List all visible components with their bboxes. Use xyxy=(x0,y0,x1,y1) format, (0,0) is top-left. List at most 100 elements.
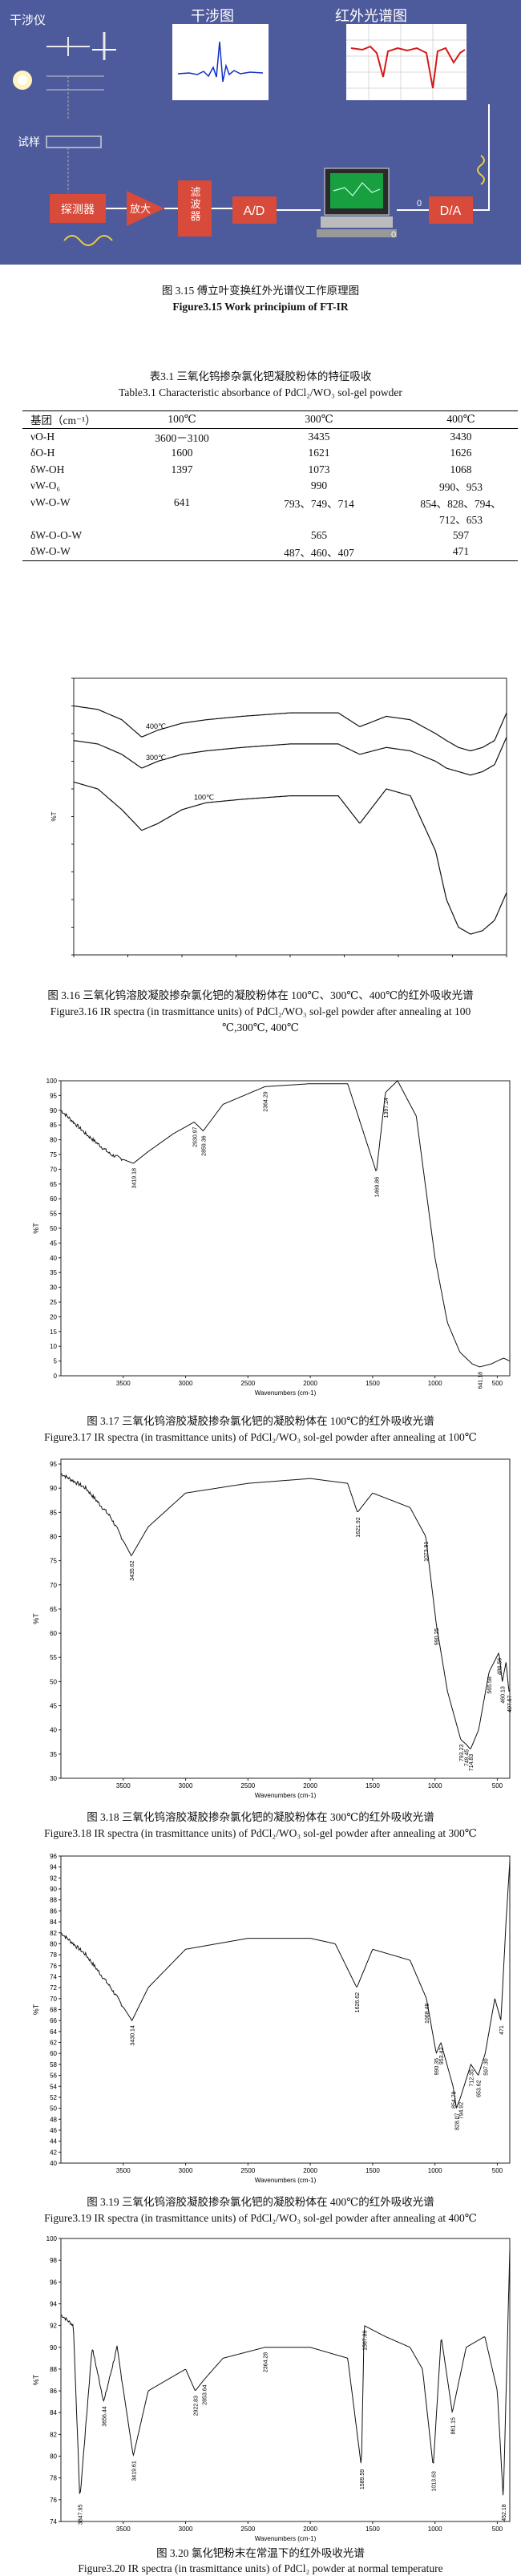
plot-frame xyxy=(60,1855,511,2164)
x-tick-label: 3500 xyxy=(116,1782,131,1789)
ad-label: A/D xyxy=(244,204,265,218)
y-tick-label: 74 xyxy=(50,1973,57,1980)
y-tick-label: 75 xyxy=(50,1151,57,1159)
y-tick-label: 35 xyxy=(50,1269,57,1276)
table-row: δW-O-W 487、460、407 471 xyxy=(22,544,518,561)
y-tick-label: 45 xyxy=(50,1703,57,1710)
y-tick-label: 95 xyxy=(50,1092,57,1099)
fig317-caption-en: Figure3.17 IR spectra (in trasmittance u… xyxy=(44,1431,477,1443)
table-row: δW-OH 1397 1073 1068 xyxy=(30,463,472,475)
peak-label: 794.92 xyxy=(459,2102,465,2120)
y-tick-label: 70 xyxy=(50,1996,57,2003)
y-tick-label: 96 xyxy=(50,2279,57,2286)
y-tick-label: 94 xyxy=(50,2300,57,2307)
peak-label: 990.35 xyxy=(434,2058,440,2076)
table-row: 712、653 xyxy=(439,514,483,527)
interferometer-optics xyxy=(46,32,116,120)
y-tick-label: 76 xyxy=(50,2497,57,2504)
y-tick-label: 70 xyxy=(50,1582,57,1589)
fig316-caption-en-1: Figure3.16 IR spectra (in trasmittance u… xyxy=(50,1005,471,1017)
fig319-caption-en: Figure3.19 IR spectra (in trasmittance u… xyxy=(44,2212,477,2224)
x-tick-label: 1000 xyxy=(428,2525,442,2533)
y-tick-label: 42 xyxy=(50,2149,57,2156)
y-tick-label: 40 xyxy=(50,1727,57,1734)
fig316-caption-cn: 图 3.16 三氧化钨溶胶凝胶掺杂氯化钯的凝胶粉体在 100℃、300℃、400… xyxy=(47,989,474,1001)
y-tick-label: 92 xyxy=(50,2323,57,2330)
interferogram-trace xyxy=(177,41,264,83)
y-tick-label: 90 xyxy=(50,1886,57,1893)
zero-label-1: 0 xyxy=(417,199,422,208)
interferogram-panel xyxy=(172,24,269,100)
peak-label: 3847.95 xyxy=(79,2505,84,2525)
peak-label: 854.78 xyxy=(451,2091,457,2109)
x-tick-label: 500 xyxy=(492,1380,503,1387)
amplifier-label: 放大 xyxy=(130,203,151,215)
peak-label: 1469.86 xyxy=(375,1177,381,1197)
peak-label: 2364.29 xyxy=(263,1091,269,1111)
peak-label: 2853.64 xyxy=(202,2384,208,2404)
y-tick-label: 86 xyxy=(50,2388,57,2395)
fig318-caption-en: Figure3.18 IR spectra (in trasmittance u… xyxy=(44,1827,477,1839)
peak-label: 460.13 xyxy=(501,1686,507,1704)
y-tick-label: 75 xyxy=(50,1558,57,1565)
y-tick-label: 92 xyxy=(50,1874,57,1882)
y-tick-label: 96 xyxy=(50,1853,57,1860)
spectrum-line xyxy=(60,2249,511,2496)
ad-converter-box xyxy=(232,196,277,224)
sample-holder xyxy=(46,135,102,148)
peak-label: 828.07 xyxy=(454,2113,460,2130)
peak-label: 407.67 xyxy=(507,1695,513,1713)
y-tick-label: 5 xyxy=(54,1358,58,1365)
y-tick-label: 90 xyxy=(50,1107,57,1114)
y-tick-label: 78 xyxy=(50,2475,57,2482)
ir-spectrum-title: 红外光谱图 xyxy=(335,8,407,24)
x-tick-label: 1000 xyxy=(428,1380,442,1387)
peak-label: 1589.59 xyxy=(360,2469,366,2489)
series-label: 300℃ xyxy=(146,754,166,762)
series-line-1 xyxy=(73,737,507,776)
peak-label: 471 xyxy=(499,2025,505,2035)
peak-label: 714.83 xyxy=(469,1754,475,1772)
x-tick-label: 2000 xyxy=(303,1782,317,1789)
y-tick-label: 65 xyxy=(50,1606,57,1613)
x-axis-label: Wavenumbers (cm-1) xyxy=(255,1389,317,1397)
peak-label: 641.18 xyxy=(478,1372,483,1389)
peak-label: 2930.97 xyxy=(192,1126,198,1146)
x-axis-label: Wavenumbers (cm-1) xyxy=(255,1792,317,1799)
y-tick-label: 30 xyxy=(50,1775,57,1782)
peak-label: 793.23 xyxy=(459,1745,465,1762)
y-axis-label: %T xyxy=(32,1223,40,1234)
y-tick-label: 30 xyxy=(50,1284,57,1292)
signal-wave-icon xyxy=(63,235,113,246)
peak-label: 1073.91 xyxy=(424,1542,430,1562)
peak-label: 597.30 xyxy=(483,2058,489,2076)
x-tick-label: 1500 xyxy=(366,2525,380,2533)
x-tick-label: 500 xyxy=(492,2167,503,2174)
peak-label: 653.62 xyxy=(477,2080,483,2097)
y-tick-label: 40 xyxy=(50,1255,57,1262)
x-tick-label: 1500 xyxy=(366,1380,380,1387)
y-tick-label: 80 xyxy=(50,2453,57,2461)
detector-box xyxy=(50,194,106,223)
x-tick-label: 2000 xyxy=(303,2525,317,2533)
peak-label: 1626.62 xyxy=(355,1992,361,2012)
y-tick-label: 94 xyxy=(50,1864,57,1871)
peak-label: 1397.24 xyxy=(384,1098,390,1118)
y-tick-label: 58 xyxy=(50,2061,57,2068)
y-tick-label: 20 xyxy=(50,1313,57,1320)
peak-label: 2859.36 xyxy=(201,1135,207,1155)
y-tick-label: 45 xyxy=(50,1239,57,1247)
peak-label: 990.25 xyxy=(434,1628,440,1646)
spectrum-line xyxy=(60,1473,510,1749)
table-row: δO-H 1600 1621 1626 xyxy=(30,447,472,459)
y-tick-label: 60 xyxy=(50,1195,57,1203)
y-tick-label: 62 xyxy=(50,2040,57,2047)
y-tick-label: 88 xyxy=(50,1897,57,1904)
y-tick-label: 80 xyxy=(50,1533,57,1540)
peak-label: 2364.28 xyxy=(263,2352,269,2372)
series-label: 100℃ xyxy=(194,794,214,802)
peak-label: 712.35 xyxy=(469,2069,475,2087)
y-axis-label: %T xyxy=(32,1613,40,1624)
filter-label: 滤波器 xyxy=(189,187,201,223)
peak-label: 1567.89 xyxy=(362,2331,368,2351)
